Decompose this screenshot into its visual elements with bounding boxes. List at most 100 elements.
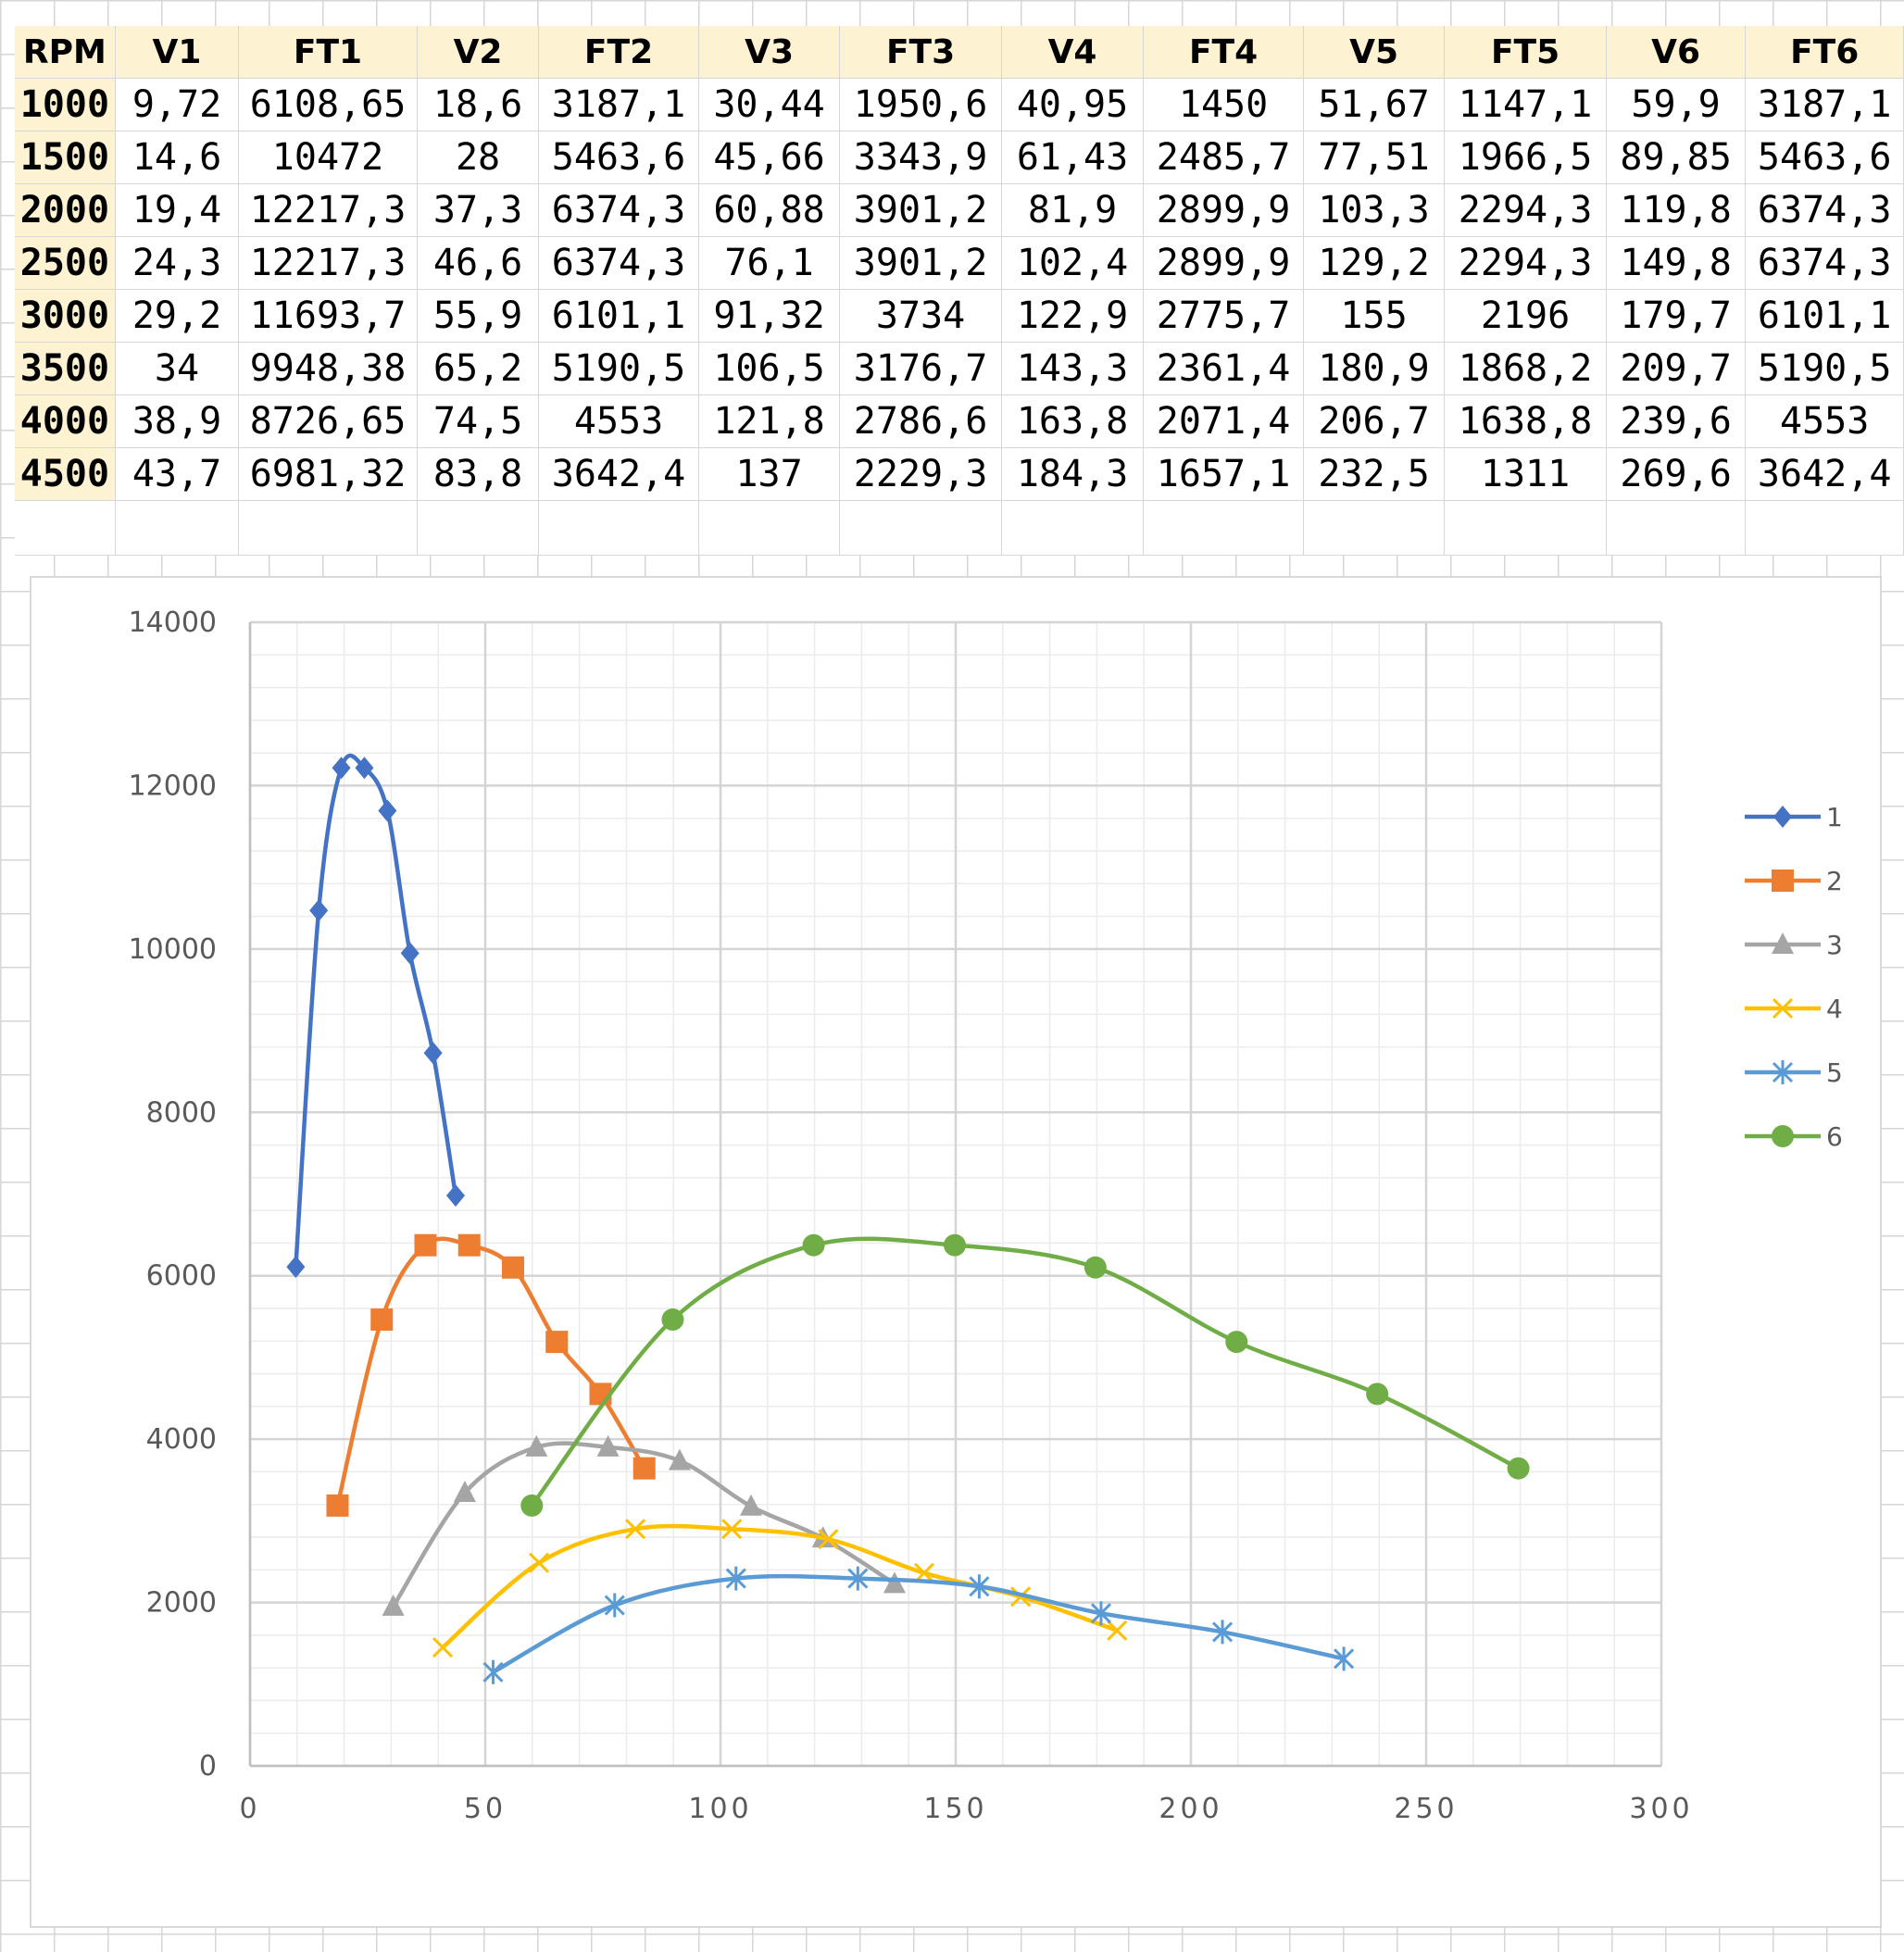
table-cell[interactable]: 1450	[1143, 78, 1304, 131]
data-point-series-1[interactable]	[355, 757, 374, 780]
table-cell[interactable]: 2899,9	[1143, 183, 1304, 237]
legend-marker-5[interactable]	[1772, 1060, 1794, 1084]
empty-cell[interactable]	[538, 500, 699, 556]
table-cell[interactable]: 6374,3	[538, 236, 699, 290]
data-point-series-1[interactable]	[309, 899, 329, 922]
column-header[interactable]: FT4	[1143, 26, 1304, 79]
column-header[interactable]: FT1	[238, 26, 418, 79]
column-header[interactable]: FT5	[1444, 26, 1607, 79]
column-header[interactable]: FT3	[839, 26, 1002, 79]
legend-entry-3[interactable]: 3	[1745, 930, 1843, 960]
empty-cell[interactable]	[115, 500, 240, 556]
column-header[interactable]: V4	[1001, 26, 1145, 79]
data-point-series-6[interactable]	[1366, 1383, 1389, 1406]
data-point-series-1[interactable]	[445, 1184, 465, 1207]
table-cell[interactable]: 232,5	[1303, 447, 1446, 501]
table-cell[interactable]: 2899,9	[1143, 236, 1304, 290]
table-cell[interactable]: 12217,3	[238, 236, 418, 290]
table-cell[interactable]: 3187,1	[538, 78, 699, 131]
table-cell[interactable]: 1147,1	[1444, 78, 1607, 131]
empty-cell[interactable]	[839, 500, 1002, 556]
legend-entry-5[interactable]: 5	[1745, 1057, 1843, 1088]
empty-cell[interactable]	[1606, 500, 1747, 556]
table-cell[interactable]: 2775,7	[1143, 289, 1304, 343]
table-cell[interactable]: 206,7	[1303, 394, 1446, 448]
table-cell[interactable]: 6981,32	[238, 447, 418, 501]
legend-marker-2[interactable]	[1772, 870, 1794, 892]
rpm-cell[interactable]: 2000	[15, 183, 116, 237]
table-cell[interactable]: 6101,1	[538, 289, 699, 343]
data-point-series-5[interactable]	[847, 1566, 869, 1591]
table-cell[interactable]: 65,2	[417, 342, 540, 395]
table-cell[interactable]: 5190,5	[1745, 342, 1904, 395]
data-point-series-5[interactable]	[725, 1566, 746, 1591]
table-cell[interactable]: 149,8	[1606, 236, 1747, 290]
table-cell[interactable]: 5463,6	[538, 131, 699, 184]
rpm-cell[interactable]: 1500	[15, 131, 116, 184]
table-cell[interactable]: 4553	[538, 394, 699, 448]
data-point-series-3[interactable]	[596, 1434, 620, 1457]
table-cell[interactable]: 143,3	[1001, 342, 1145, 395]
table-cell[interactable]: 8726,65	[238, 394, 418, 448]
table-cell[interactable]: 24,3	[115, 236, 240, 290]
data-point-series-6[interactable]	[1507, 1457, 1530, 1480]
table-cell[interactable]: 102,4	[1001, 236, 1145, 290]
column-header[interactable]: V1	[115, 26, 240, 79]
table-cell[interactable]: 2196	[1444, 289, 1607, 343]
table-cell[interactable]: 61,43	[1001, 131, 1145, 184]
data-point-series-5[interactable]	[1090, 1601, 1112, 1626]
empty-cell[interactable]	[1745, 500, 1904, 556]
data-point-series-5[interactable]	[604, 1593, 625, 1618]
rpm-cell[interactable]: 4000	[15, 394, 116, 448]
data-point-series-2[interactable]	[545, 1331, 569, 1354]
series-line-5[interactable]	[492, 1573, 1345, 1674]
table-cell[interactable]: 11693,7	[238, 289, 418, 343]
table-cell[interactable]: 81,9	[1001, 183, 1145, 237]
table-cell[interactable]: 2786,6	[839, 394, 1002, 448]
table-cell[interactable]: 122,9	[1001, 289, 1145, 343]
table-cell[interactable]: 3176,7	[839, 342, 1002, 395]
data-point-series-2[interactable]	[370, 1308, 394, 1332]
table-cell[interactable]: 6101,1	[1745, 289, 1904, 343]
table-cell[interactable]: 184,3	[1001, 447, 1145, 501]
table-cell[interactable]: 155	[1303, 289, 1446, 343]
table-cell[interactable]: 76,1	[698, 236, 841, 290]
data-point-series-3[interactable]	[883, 1571, 906, 1594]
legend-marker-4[interactable]	[1772, 997, 1794, 1020]
table-cell[interactable]: 46,6	[417, 236, 540, 290]
table-cell[interactable]: 3901,2	[839, 183, 1002, 237]
series-line-1[interactable]	[294, 753, 458, 1268]
table-cell[interactable]: 3642,4	[538, 447, 699, 501]
table-cell[interactable]: 59,9	[1606, 78, 1747, 131]
legend-entry-2[interactable]: 2	[1745, 866, 1843, 896]
data-point-series-3[interactable]	[668, 1448, 691, 1470]
data-point-series-5[interactable]	[1334, 1646, 1355, 1671]
legend-marker-1[interactable]	[1773, 806, 1792, 828]
table-cell[interactable]: 137	[698, 447, 841, 501]
data-point-series-1[interactable]	[332, 757, 351, 780]
table-cell[interactable]: 106,5	[698, 342, 841, 395]
data-point-series-2[interactable]	[326, 1494, 349, 1517]
table-cell[interactable]: 5190,5	[538, 342, 699, 395]
table-cell[interactable]: 103,3	[1303, 183, 1446, 237]
data-point-series-4[interactable]	[818, 1529, 839, 1550]
table-cell[interactable]: 6374,3	[538, 183, 699, 237]
rpm-cell[interactable]: 2500	[15, 236, 116, 290]
empty-cell[interactable]	[1303, 500, 1446, 556]
data-point-series-6[interactable]	[802, 1233, 825, 1257]
column-header[interactable]: RPM	[15, 26, 116, 79]
table-cell[interactable]: 1638,8	[1444, 394, 1607, 448]
table-cell[interactable]: 1868,2	[1444, 342, 1607, 395]
rpm-cell[interactable]: 3500	[15, 342, 116, 395]
data-point-series-1[interactable]	[423, 1042, 443, 1065]
table-cell[interactable]: 129,2	[1303, 236, 1446, 290]
empty-cell[interactable]	[1444, 500, 1607, 556]
data-point-series-2[interactable]	[501, 1256, 524, 1279]
table-cell[interactable]: 121,8	[698, 394, 841, 448]
table-cell[interactable]: 29,2	[115, 289, 240, 343]
table-cell[interactable]: 4553	[1745, 394, 1904, 448]
table-cell[interactable]: 2294,3	[1444, 236, 1607, 290]
data-point-series-6[interactable]	[1084, 1256, 1107, 1279]
table-cell[interactable]: 43,7	[115, 447, 240, 501]
table-cell[interactable]: 14,6	[115, 131, 240, 184]
